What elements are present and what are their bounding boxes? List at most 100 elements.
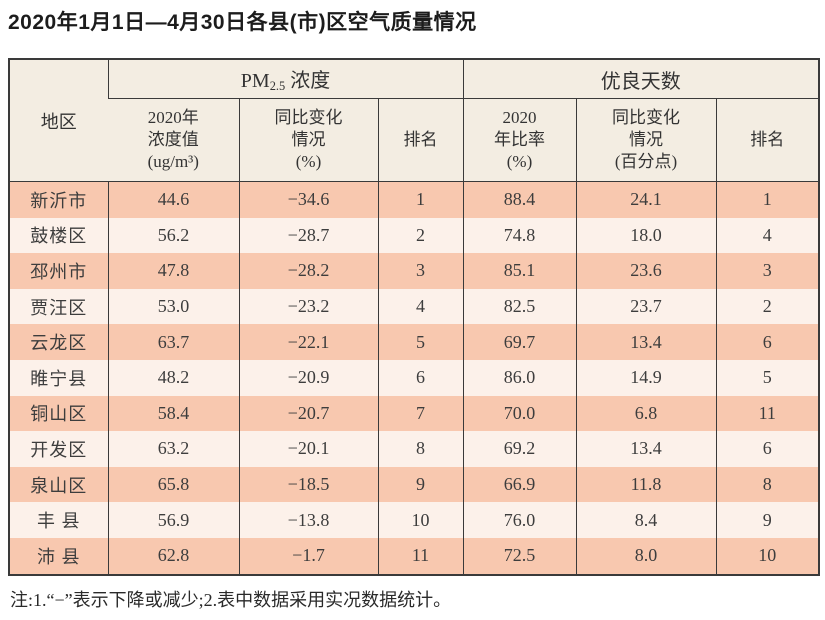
region-cell: 邳州市 <box>9 253 108 289</box>
rank-pm25-cell: 5 <box>377 324 463 360</box>
rank-days-cell: 5 <box>715 359 819 396</box>
concentration-cell: 47.8 <box>107 253 239 289</box>
header-concentration: 2020年 浓度值 (ug/m³) <box>108 98 239 182</box>
ratio-cell: 74.8 <box>462 217 576 254</box>
change-points-cell: 8.4 <box>575 502 716 538</box>
rank-days-cell: 8 <box>715 466 819 503</box>
concentration-cell: 62.8 <box>107 537 239 575</box>
table-row: 邳州市 47.8 −28.2 3 85.1 23.6 3 <box>9 253 819 289</box>
concentration-cell: 65.8 <box>107 466 239 503</box>
table-row: 贾汪区 53.0 −23.2 4 82.5 23.7 2 <box>9 288 819 325</box>
pm25-word: 浓度 <box>285 69 331 92</box>
change-percent-cell: −23.2 <box>238 288 378 325</box>
change-percent-cell: −28.2 <box>238 253 378 289</box>
rank-pm25-cell: 8 <box>377 431 463 467</box>
air-quality-table: 地区 PM2.5 浓度 优良天数 2020年 浓度值 (ug/m³) 同比变化 … <box>8 58 820 576</box>
region-cell: 云龙区 <box>9 324 108 360</box>
change-points-cell: 24.1 <box>575 181 716 218</box>
table-row: 新沂市 44.6 −34.6 1 88.4 24.1 1 <box>9 181 819 218</box>
rank-days-cell: 6 <box>715 324 819 360</box>
region-cell: 泉山区 <box>9 466 108 503</box>
header-change-percent: 同比变化 情况 (%) <box>238 98 378 182</box>
table-header: 地区 PM2.5 浓度 优良天数 2020年 浓度值 (ug/m³) 同比变化 … <box>9 59 819 182</box>
concentration-cell: 56.9 <box>107 502 239 538</box>
concentration-cell: 58.4 <box>107 395 239 432</box>
ratio-cell: 69.2 <box>462 431 576 467</box>
concentration-cell: 63.7 <box>107 324 239 360</box>
rank-days-cell: 6 <box>715 431 819 467</box>
rank-days-cell: 4 <box>715 217 819 254</box>
change-points-cell: 18.0 <box>575 217 716 254</box>
rank-days-cell: 2 <box>715 288 819 325</box>
ratio-cell: 86.0 <box>462 359 576 396</box>
rank-pm25-cell: 7 <box>377 395 463 432</box>
table-row: 鼓楼区 56.2 −28.7 2 74.8 18.0 4 <box>9 217 819 254</box>
rank-pm25-cell: 11 <box>377 537 463 575</box>
change-points-cell: 11.8 <box>575 466 716 503</box>
change-percent-cell: −20.1 <box>238 431 378 467</box>
ratio-cell: 66.9 <box>462 466 576 503</box>
table-row: 沛 县 62.8 −1.7 11 72.5 8.0 10 <box>9 537 819 575</box>
table-row: 铜山区 58.4 −20.7 7 70.0 6.8 11 <box>9 395 819 432</box>
change-percent-cell: −13.8 <box>238 502 378 538</box>
ratio-cell: 82.5 <box>462 288 576 325</box>
ratio-cell: 88.4 <box>462 181 576 218</box>
rank-days-cell: 1 <box>715 181 819 218</box>
change-points-cell: 8.0 <box>575 537 716 575</box>
change-percent-cell: −22.1 <box>238 324 378 360</box>
rank-days-cell: 10 <box>715 537 819 575</box>
rank-pm25-cell: 10 <box>377 502 463 538</box>
table-row: 睢宁县 48.2 −20.9 6 86.0 14.9 5 <box>9 359 819 396</box>
footnote: 注:1.“−”表示下降或减少;2.表中数据采用实况数据统计。 <box>10 590 452 610</box>
region-cell: 新沂市 <box>9 181 108 218</box>
change-points-cell: 14.9 <box>575 359 716 396</box>
table-row: 开发区 63.2 −20.1 8 69.2 13.4 6 <box>9 431 819 467</box>
rank-days-cell: 11 <box>715 395 819 432</box>
region-cell: 丰 县 <box>9 502 108 538</box>
rank-pm25-cell: 2 <box>377 217 463 254</box>
change-points-cell: 6.8 <box>575 395 716 432</box>
pm25-label: PM <box>240 69 270 92</box>
region-cell: 睢宁县 <box>9 359 108 396</box>
header-pm25-group: PM2.5 浓度 <box>107 59 463 99</box>
header-rank-days: 排名 <box>715 98 819 182</box>
change-percent-cell: −18.5 <box>238 466 378 503</box>
table-row: 丰 县 56.9 −13.8 10 76.0 8.4 9 <box>9 502 819 538</box>
ratio-cell: 69.7 <box>462 324 576 360</box>
change-percent-cell: −1.7 <box>238 537 378 575</box>
header-group-row: 地区 PM2.5 浓度 优良天数 <box>9 59 819 182</box>
change-points-cell: 23.6 <box>575 253 716 289</box>
region-cell: 开发区 <box>9 431 108 467</box>
rank-pm25-cell: 1 <box>377 181 463 218</box>
concentration-cell: 53.0 <box>107 288 239 325</box>
change-points-cell: 13.4 <box>575 431 716 467</box>
header-rank-pm25: 排名 <box>377 98 463 182</box>
region-cell: 铜山区 <box>9 395 108 432</box>
table-row: 泉山区 65.8 −18.5 9 66.9 11.8 8 <box>9 466 819 503</box>
rank-pm25-cell: 6 <box>377 359 463 396</box>
page-title: 2020年1月1日—4月30日各县(市)区空气质量情况 <box>8 11 477 34</box>
concentration-cell: 56.2 <box>107 217 239 254</box>
region-cell: 鼓楼区 <box>9 217 108 254</box>
header-region: 地区 <box>9 59 108 182</box>
table-row: 云龙区 63.7 −22.1 5 69.7 13.4 6 <box>9 324 819 360</box>
header-change-points: 同比变化 情况 (百分点) <box>575 98 716 182</box>
concentration-cell: 44.6 <box>107 181 239 218</box>
ratio-cell: 70.0 <box>462 395 576 432</box>
rank-days-cell: 3 <box>715 253 819 289</box>
table-body: 新沂市 44.6 −34.6 1 88.4 24.1 1 鼓楼区 56.2 −28.7 2 74.8 1… <box>9 181 819 575</box>
ratio-cell: 85.1 <box>462 253 576 289</box>
region-cell: 沛 县 <box>9 537 108 575</box>
rank-pm25-cell: 4 <box>377 288 463 325</box>
ratio-cell: 76.0 <box>462 502 576 538</box>
ratio-cell: 72.5 <box>462 537 576 575</box>
change-percent-cell: −20.7 <box>238 395 378 432</box>
rank-pm25-cell: 3 <box>377 253 463 289</box>
change-percent-cell: −20.9 <box>238 359 378 396</box>
header-good-days-group: 优良天数 <box>462 59 819 99</box>
header-ratio: 2020 年比率 (%) <box>462 98 576 182</box>
pm25-subscript: 2.5 <box>269 79 286 94</box>
concentration-cell: 63.2 <box>107 431 239 467</box>
concentration-cell: 48.2 <box>107 359 239 396</box>
change-points-cell: 13.4 <box>575 324 716 360</box>
